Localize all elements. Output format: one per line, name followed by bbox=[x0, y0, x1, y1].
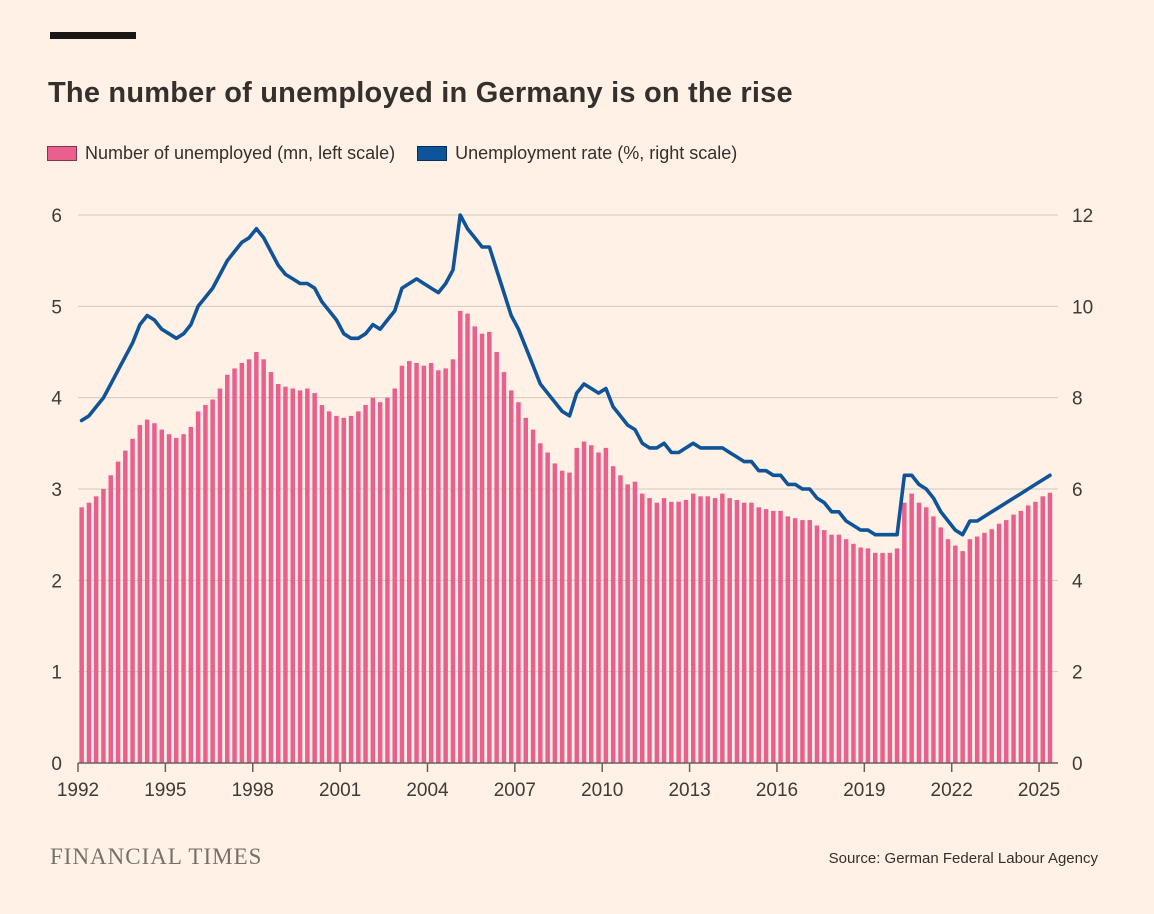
svg-text:2: 2 bbox=[1072, 663, 1083, 684]
svg-text:2025: 2025 bbox=[1018, 780, 1060, 801]
svg-text:1: 1 bbox=[51, 663, 62, 684]
svg-text:2016: 2016 bbox=[756, 780, 798, 801]
unemployed-bars bbox=[79, 310, 1053, 763]
legend-label-rate: Unemployment rate (%, right scale) bbox=[455, 143, 738, 163]
svg-text:2022: 2022 bbox=[931, 780, 973, 801]
right-axis-labels: 0 2 4 6 8 10 12 bbox=[1072, 206, 1093, 775]
legend-item-rate: Unemployment rate (%, right scale) bbox=[417, 143, 737, 164]
left-axis-labels: 0 1 2 3 4 5 6 bbox=[51, 206, 62, 775]
svg-text:6: 6 bbox=[1072, 480, 1083, 501]
svg-text:2010: 2010 bbox=[581, 780, 623, 801]
financial-times-logo: FINANCIAL TIMES bbox=[50, 844, 263, 869]
ft-top-rule bbox=[50, 32, 136, 39]
unemployed-series-swatch-icon bbox=[47, 146, 77, 161]
svg-text:1992: 1992 bbox=[57, 780, 99, 801]
svg-text:0: 0 bbox=[51, 754, 62, 775]
x-axis-labels: 1992 1995 1998 2001 2004 2007 2010 2013 2016 2019… bbox=[57, 763, 1060, 801]
page-title: The number of unemployed in Germany is o… bbox=[48, 77, 793, 110]
svg-text:1998: 1998 bbox=[232, 780, 274, 801]
svg-text:4: 4 bbox=[1072, 571, 1083, 592]
rate-series-swatch-icon bbox=[417, 146, 448, 161]
svg-text:2: 2 bbox=[51, 571, 62, 592]
rate-line bbox=[79, 213, 1052, 537]
svg-text:2007: 2007 bbox=[494, 780, 536, 801]
source-credit: Source: German Federal Labour Agency bbox=[828, 850, 1098, 867]
svg-text:8: 8 bbox=[1072, 389, 1083, 410]
svg-text:3: 3 bbox=[51, 480, 62, 501]
legend-item-unemployed: Number of unemployed (mn, left scale) bbox=[47, 143, 395, 164]
svg-text:5: 5 bbox=[51, 297, 62, 318]
svg-text:2001: 2001 bbox=[319, 780, 361, 801]
svg-text:12: 12 bbox=[1072, 206, 1093, 227]
chart-legend: Number of unemployed (mn, left scale) Un… bbox=[47, 143, 737, 164]
svg-text:10: 10 bbox=[1072, 297, 1093, 318]
svg-text:0: 0 bbox=[1072, 754, 1083, 775]
svg-text:2019: 2019 bbox=[843, 780, 885, 801]
svg-text:2004: 2004 bbox=[406, 780, 449, 801]
legend-label-unemployed: Number of unemployed (mn, left scale) bbox=[85, 143, 396, 163]
svg-text:6: 6 bbox=[51, 206, 62, 227]
svg-text:1995: 1995 bbox=[144, 780, 186, 801]
svg-text:4: 4 bbox=[51, 389, 62, 410]
svg-text:2013: 2013 bbox=[668, 780, 710, 801]
